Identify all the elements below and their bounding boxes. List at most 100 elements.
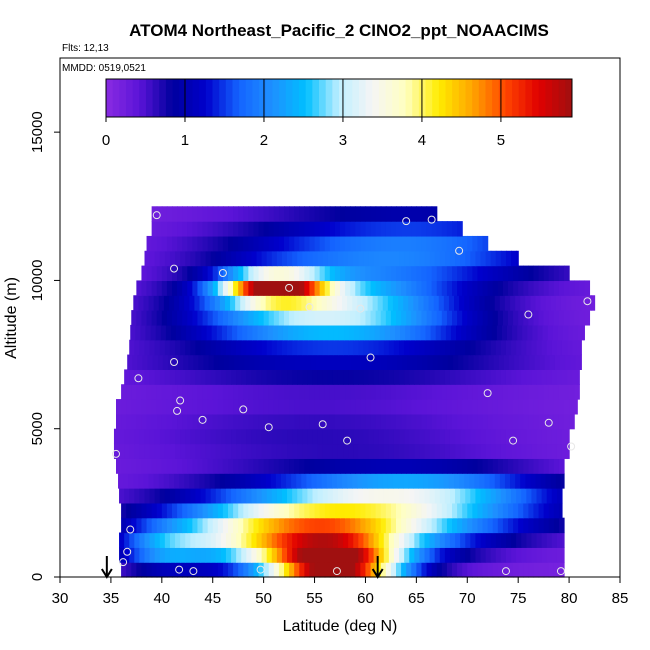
heatmap-cell	[194, 473, 201, 489]
heatmap-cell	[187, 280, 193, 296]
heatmap-cell	[482, 458, 489, 474]
heatmap-cell	[198, 354, 205, 370]
heatmap-cell	[217, 265, 224, 282]
heatmap-cell	[185, 443, 191, 459]
heatmap-cell	[317, 488, 324, 504]
heatmap-cell	[368, 443, 375, 459]
heatmap-cell	[485, 428, 492, 445]
heatmap-cell	[212, 221, 219, 237]
heatmap-cell	[344, 324, 350, 341]
y-tick-label: 10000	[29, 260, 46, 302]
heatmap-cell	[355, 517, 361, 534]
heatmap-cell	[359, 324, 366, 341]
heatmap-cell	[159, 428, 166, 445]
heatmap-cell	[192, 399, 199, 415]
heatmap-cell	[190, 532, 197, 548]
heatmap-cell	[212, 206, 219, 222]
heatmap-cell	[553, 265, 560, 282]
heatmap-cell	[284, 221, 290, 237]
heatmap-cell	[307, 369, 314, 385]
heatmap-cell	[553, 502, 560, 519]
heatmap-cell	[433, 473, 440, 489]
heatmap-cell	[220, 250, 227, 267]
heatmap-cell	[426, 458, 433, 474]
heatmap-cell	[404, 339, 410, 356]
heatmap-cell	[177, 280, 183, 296]
colorbar-segment	[558, 79, 566, 117]
heatmap-cell	[528, 280, 535, 296]
heatmap-cell	[378, 428, 385, 445]
heatmap-cell	[131, 458, 137, 474]
heatmap-cell	[286, 473, 292, 489]
heatmap-cell	[350, 384, 356, 400]
heatmap-cell	[421, 221, 428, 237]
heatmap-cell	[185, 250, 191, 267]
heatmap-cell	[276, 428, 283, 445]
heatmap-cell	[287, 532, 293, 548]
heatmap-cell	[421, 399, 428, 415]
heatmap-cell	[513, 384, 519, 400]
heatmap-cell	[195, 369, 202, 385]
heatmap-cell	[411, 221, 417, 237]
heatmap-cell	[494, 295, 501, 311]
heatmap-cell	[332, 369, 339, 385]
heatmap-cell	[393, 339, 400, 356]
heatmap-cell	[267, 324, 274, 341]
sample-point	[318, 420, 327, 429]
x-tick-label: 80	[561, 590, 578, 607]
heatmap-cell	[172, 235, 178, 252]
heatmap-cell	[436, 310, 443, 326]
heatmap-cell	[139, 532, 146, 548]
heatmap-cell	[541, 532, 548, 548]
heatmap-cell	[332, 339, 339, 356]
heatmap-cell	[261, 428, 268, 445]
heatmap-cell	[465, 369, 471, 385]
heatmap-cell	[414, 369, 421, 385]
heatmap-cell	[186, 324, 192, 341]
heatmap-cell	[281, 428, 288, 445]
heatmap-cell	[314, 502, 321, 519]
heatmap-cell	[329, 221, 336, 237]
heatmap-cell	[370, 399, 377, 415]
heatmap-cell	[195, 250, 202, 267]
heatmap-cell	[289, 562, 295, 578]
heatmap-cell	[385, 458, 392, 474]
heatmap-cell	[246, 369, 253, 385]
heatmap-cell	[241, 532, 247, 548]
heatmap-cell	[278, 562, 285, 578]
colorbar-segment	[219, 79, 227, 117]
heatmap-cell	[131, 413, 137, 430]
heatmap-cell	[159, 488, 166, 504]
heatmap-cell	[251, 488, 258, 504]
heatmap-cell	[475, 547, 482, 563]
heatmap-cell	[416, 280, 423, 296]
heatmap-cell	[457, 413, 463, 430]
heatmap-cell	[156, 221, 163, 237]
heatmap-cell	[475, 443, 482, 459]
colorbar-segment	[372, 79, 380, 117]
heatmap-cell	[187, 310, 193, 326]
heatmap-cell	[442, 354, 449, 370]
heatmap-cell	[518, 413, 524, 430]
heatmap-cell	[190, 250, 197, 267]
heatmap-cell	[221, 324, 228, 341]
heatmap-cell	[401, 517, 407, 534]
heatmap-cell	[533, 384, 540, 400]
heatmap-cell	[225, 488, 232, 504]
heatmap-cell	[455, 547, 461, 563]
heatmap-cell	[502, 413, 509, 430]
heatmap-cell	[268, 399, 275, 415]
heatmap-cell	[287, 428, 293, 445]
heatmap-cell	[444, 250, 451, 267]
heatmap-cell	[248, 280, 255, 296]
heatmap-cell	[261, 339, 268, 356]
heatmap-cell	[309, 221, 316, 237]
colorbar-segment	[152, 79, 160, 117]
heatmap-cell	[233, 517, 239, 534]
heatmap-cell	[472, 562, 479, 578]
heatmap-cell	[495, 369, 502, 385]
heatmap-cell	[467, 458, 473, 474]
sample-point	[170, 264, 179, 273]
heatmap-cell	[426, 562, 433, 578]
heatmap-cell	[358, 339, 365, 356]
